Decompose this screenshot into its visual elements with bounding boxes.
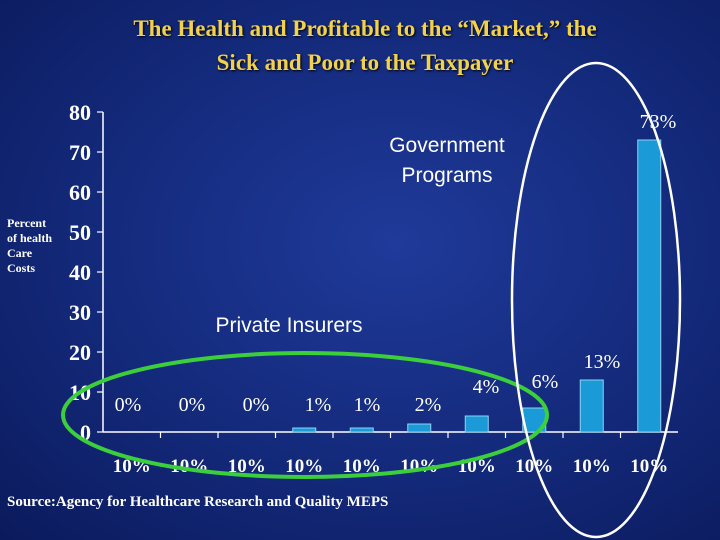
y-tick-label: 0 [80,420,91,445]
x-tick-label: 10% [630,456,668,477]
bar [637,139,662,433]
y-tick-label: 60 [69,180,91,205]
data-label: 13% [584,351,621,373]
bar [349,427,374,433]
data-label: 1% [354,394,381,416]
x-tick-label: 10% [228,456,266,477]
data-label: 1% [305,394,332,416]
title-line-1: The Health and Profitable to the “Market… [133,16,597,41]
y-tick-label: 20 [69,340,91,365]
y-tick-label: 40 [69,260,91,285]
bar [292,427,317,433]
title-line-2: Sick and Poor to the Taxpayer [216,50,514,75]
data-label: 73% [640,111,677,133]
y-tick-label: 80 [69,100,91,125]
data-label: 4% [473,376,500,398]
bar [464,415,489,433]
data-label: 0% [243,394,270,416]
bar [407,423,432,433]
y-axis-label: Percent of health Care Costs [7,216,52,275]
annotation-private-insurers: Private Insurers [215,314,362,337]
data-label: 0% [179,394,206,416]
x-tick-label: 10% [285,456,323,477]
source-note: Source:Agency for Healthcare Research an… [7,494,389,510]
bar [579,379,604,433]
annotation-government-line-2: Programs [401,164,492,187]
y-tick-label: 50 [69,220,91,245]
private-insurers-oval [61,351,549,479]
chart-title: The Health and Profitable to the “Market… [0,12,720,80]
data-label: 2% [415,394,442,416]
x-tick-label: 10% [515,456,553,477]
annotation-government-line-1: Government [389,134,505,157]
data-label: 6% [532,371,559,393]
y-tick-label: 30 [69,300,91,325]
x-tick-label: 10% [343,456,381,477]
government-programs-oval [510,61,682,539]
x-tick-label: 10% [573,456,611,477]
y-tick-label: 70 [69,140,91,165]
data-label: 0% [115,394,142,416]
